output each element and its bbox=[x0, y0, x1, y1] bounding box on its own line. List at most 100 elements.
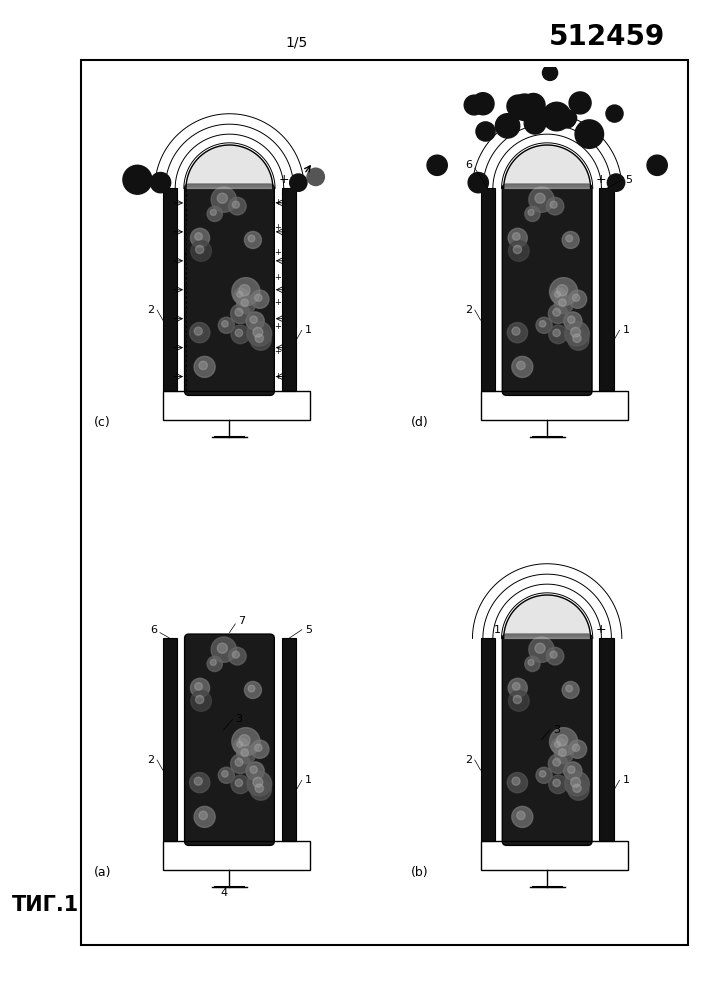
Circle shape bbox=[586, 46, 602, 61]
Circle shape bbox=[217, 193, 227, 203]
Text: +: + bbox=[274, 298, 281, 307]
Circle shape bbox=[570, 777, 580, 787]
Circle shape bbox=[250, 329, 271, 350]
Text: 6: 6 bbox=[465, 160, 472, 170]
Circle shape bbox=[235, 779, 243, 787]
Circle shape bbox=[568, 316, 575, 323]
Circle shape bbox=[235, 758, 243, 766]
Circle shape bbox=[556, 285, 568, 296]
Text: 2: 2 bbox=[147, 755, 154, 765]
Circle shape bbox=[563, 762, 582, 780]
Circle shape bbox=[550, 651, 557, 658]
Circle shape bbox=[513, 233, 520, 240]
Circle shape bbox=[568, 329, 589, 350]
Circle shape bbox=[568, 740, 587, 758]
Circle shape bbox=[528, 659, 534, 665]
Circle shape bbox=[606, 105, 623, 122]
Text: 1: 1 bbox=[623, 775, 630, 785]
Bar bbox=[282, 638, 296, 841]
Circle shape bbox=[199, 811, 208, 820]
Text: 512459: 512459 bbox=[549, 23, 665, 51]
Circle shape bbox=[468, 173, 489, 193]
FancyBboxPatch shape bbox=[184, 634, 275, 845]
Text: +: + bbox=[274, 372, 281, 381]
FancyBboxPatch shape bbox=[502, 184, 592, 395]
Text: +: + bbox=[274, 248, 281, 257]
Text: +: + bbox=[274, 198, 281, 207]
Circle shape bbox=[549, 278, 578, 306]
Circle shape bbox=[546, 197, 564, 215]
Circle shape bbox=[546, 647, 564, 665]
Circle shape bbox=[476, 122, 495, 141]
Circle shape bbox=[536, 767, 552, 783]
Bar bbox=[481, 188, 495, 391]
Circle shape bbox=[565, 771, 590, 796]
Circle shape bbox=[559, 30, 575, 45]
Circle shape bbox=[566, 235, 573, 242]
Text: +: + bbox=[274, 273, 281, 282]
Circle shape bbox=[196, 245, 204, 254]
Circle shape bbox=[250, 779, 271, 800]
Text: 1: 1 bbox=[305, 775, 312, 785]
Circle shape bbox=[190, 323, 210, 343]
Circle shape bbox=[255, 294, 262, 301]
Circle shape bbox=[607, 174, 625, 191]
Text: +: + bbox=[596, 173, 606, 186]
Circle shape bbox=[573, 334, 581, 342]
Circle shape bbox=[194, 356, 215, 377]
Circle shape bbox=[210, 209, 216, 215]
Circle shape bbox=[207, 656, 222, 671]
Polygon shape bbox=[504, 595, 590, 638]
Text: +: + bbox=[274, 322, 281, 331]
Circle shape bbox=[465, 95, 484, 115]
Circle shape bbox=[553, 758, 561, 766]
Circle shape bbox=[232, 278, 260, 306]
Circle shape bbox=[517, 811, 525, 820]
Circle shape bbox=[565, 321, 590, 346]
Polygon shape bbox=[186, 145, 273, 188]
Circle shape bbox=[229, 197, 246, 215]
Circle shape bbox=[222, 771, 228, 777]
Circle shape bbox=[255, 334, 263, 342]
Circle shape bbox=[194, 806, 215, 827]
Circle shape bbox=[573, 784, 581, 792]
Circle shape bbox=[529, 187, 554, 212]
Circle shape bbox=[522, 93, 545, 117]
Circle shape bbox=[241, 749, 249, 756]
Circle shape bbox=[551, 738, 566, 753]
Bar bbox=[163, 638, 177, 841]
Circle shape bbox=[251, 290, 269, 308]
Circle shape bbox=[625, 20, 651, 46]
Circle shape bbox=[235, 308, 243, 316]
Circle shape bbox=[530, 44, 547, 61]
Circle shape bbox=[150, 173, 171, 193]
Text: 2: 2 bbox=[465, 755, 472, 765]
Text: 3: 3 bbox=[553, 725, 560, 735]
Text: +: + bbox=[596, 623, 606, 636]
Circle shape bbox=[513, 245, 522, 254]
Circle shape bbox=[568, 766, 575, 773]
Circle shape bbox=[232, 728, 260, 756]
FancyBboxPatch shape bbox=[502, 634, 592, 845]
Circle shape bbox=[511, 94, 538, 120]
Circle shape bbox=[255, 784, 263, 792]
Circle shape bbox=[247, 321, 272, 346]
Circle shape bbox=[244, 231, 261, 248]
Circle shape bbox=[549, 728, 578, 756]
Circle shape bbox=[517, 361, 525, 370]
Circle shape bbox=[253, 777, 263, 787]
Circle shape bbox=[250, 316, 257, 323]
Circle shape bbox=[248, 235, 255, 242]
Circle shape bbox=[549, 325, 568, 344]
Circle shape bbox=[549, 304, 568, 324]
Circle shape bbox=[590, 22, 616, 49]
Circle shape bbox=[232, 201, 239, 208]
Circle shape bbox=[241, 299, 249, 306]
Circle shape bbox=[435, 37, 460, 61]
Text: (c): (c) bbox=[93, 416, 110, 429]
Circle shape bbox=[553, 779, 561, 787]
Circle shape bbox=[563, 312, 582, 330]
Circle shape bbox=[237, 745, 256, 764]
Circle shape bbox=[231, 754, 250, 774]
Circle shape bbox=[524, 112, 546, 134]
